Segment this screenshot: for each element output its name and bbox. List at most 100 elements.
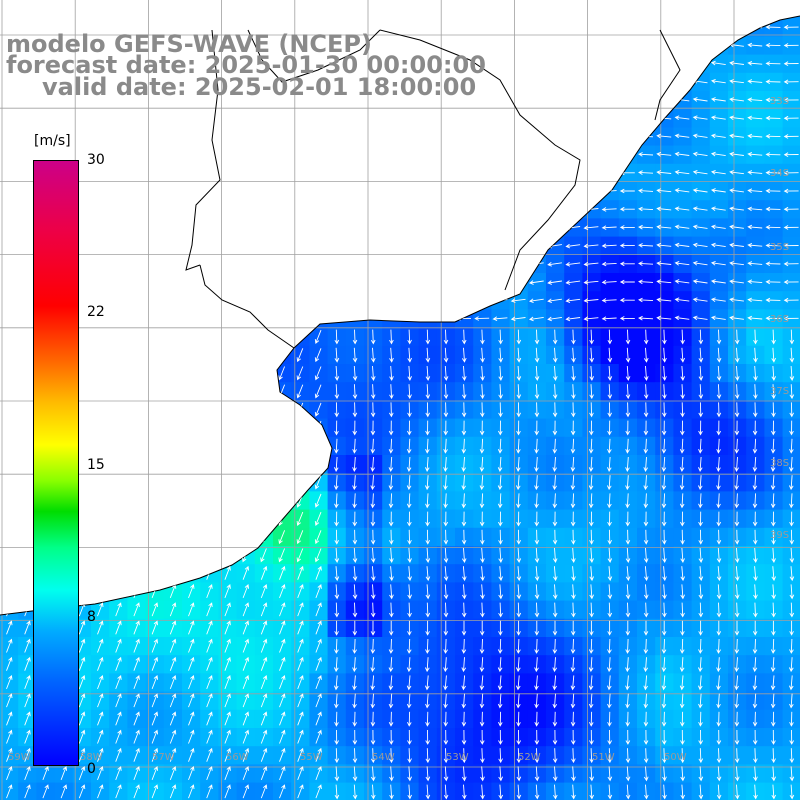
wind-arrow <box>698 584 704 600</box>
wind-arrow <box>55 115 71 120</box>
wind-arrow <box>333 657 339 673</box>
wind-arrow <box>783 206 799 212</box>
wind-arrow <box>638 152 654 157</box>
wind-arrow <box>552 693 558 709</box>
wind-arrow <box>370 675 375 691</box>
wind-arrow <box>188 747 195 762</box>
speed-cell <box>236 618 256 638</box>
wind-arrow <box>552 711 558 727</box>
wind-arrow <box>619 316 635 321</box>
speed-cell <box>309 382 329 401</box>
speed-cell <box>0 709 19 729</box>
wind-arrow <box>169 420 176 435</box>
speed-cell <box>109 109 128 128</box>
wind-arrow <box>619 134 635 139</box>
colorbar-units: [m/s] <box>34 133 71 149</box>
speed-cell <box>109 691 128 711</box>
wind-arrow <box>310 243 326 248</box>
wind-arrow <box>747 42 763 48</box>
wind-arrow <box>674 78 690 84</box>
wind-arrow <box>474 170 490 176</box>
wind-arrow <box>680 365 686 381</box>
wind-arrow <box>389 365 394 381</box>
wind-arrow <box>698 566 704 582</box>
wind-arrow <box>643 438 649 454</box>
speed-cell <box>127 455 147 474</box>
wind-arrow <box>78 329 85 344</box>
speed-cell <box>36 764 56 784</box>
wind-arrow <box>461 529 467 545</box>
wind-arrow <box>643 347 649 363</box>
wind-arrow <box>219 280 235 285</box>
wind-arrow <box>674 315 690 321</box>
speed-cell <box>273 546 292 565</box>
wind-arrow <box>516 566 522 582</box>
wind-arrow <box>621 7 635 11</box>
wind-arrow <box>292 152 308 158</box>
wind-arrow <box>606 475 612 491</box>
wind-arrow <box>528 98 544 103</box>
wind-arrow <box>734 766 740 782</box>
wind-arrow <box>474 79 490 85</box>
wind-arrow <box>183 152 199 158</box>
wind-arrow <box>183 280 199 285</box>
wind-arrow <box>534 748 540 764</box>
speed-cell <box>509 18 529 37</box>
speed-cell <box>564 16 583 19</box>
speed-cell <box>455 163 474 183</box>
speed-cell <box>200 618 219 638</box>
wind-arrow <box>279 602 286 617</box>
wind-arrow <box>60 766 68 781</box>
speed-cell <box>0 382 19 401</box>
wind-arrow <box>480 384 485 400</box>
speed-cell <box>254 218 274 238</box>
speed-cell <box>254 163 274 183</box>
speed-cell <box>127 600 147 620</box>
speed-cell <box>236 637 256 656</box>
wind-arrow <box>219 225 235 231</box>
speed-cell <box>182 728 201 747</box>
wind-arrow <box>497 475 503 491</box>
wind-arrow <box>619 243 635 248</box>
speed-cell <box>564 109 583 128</box>
wind-arrow <box>643 675 648 691</box>
wind-arrow <box>547 171 562 176</box>
wind-arrow <box>296 548 304 563</box>
wind-arrow <box>23 420 31 435</box>
wind-arrow <box>224 620 231 635</box>
wind-arrow <box>352 402 358 418</box>
wind-arrow <box>419 188 435 193</box>
wind-arrow <box>419 261 435 266</box>
wind-arrow <box>223 420 231 435</box>
wind-arrow <box>547 116 562 122</box>
wind-arrow <box>260 348 267 363</box>
wind-arrow <box>164 279 180 285</box>
wind-arrow <box>92 133 107 139</box>
wind-arrow <box>146 152 162 157</box>
wind-arrow <box>334 420 339 436</box>
wind-arrow <box>443 620 449 636</box>
wind-arrow <box>565 316 581 322</box>
wind-arrow <box>479 638 485 654</box>
speed-cell <box>309 728 329 747</box>
wind-arrow <box>274 298 290 303</box>
wind-arrow <box>456 42 472 48</box>
wind-arrow <box>407 784 413 800</box>
wind-arrow <box>424 657 430 673</box>
speed-cell <box>527 36 547 56</box>
speed-cell <box>291 455 310 474</box>
wind-arrow <box>771 729 776 745</box>
wind-arrow <box>383 260 399 266</box>
wind-arrow <box>570 620 576 636</box>
wind-arrow <box>571 584 576 600</box>
wind-arrow <box>692 97 708 102</box>
wind-arrow <box>151 638 159 653</box>
wind-arrow <box>461 602 467 618</box>
speed-cell <box>0 546 19 565</box>
wind-arrow <box>96 493 104 508</box>
wind-arrow <box>205 348 213 363</box>
wind-arrow <box>589 784 595 800</box>
speed-cell <box>491 18 511 37</box>
speed-cell <box>600 72 620 92</box>
wind-arrow <box>242 565 250 580</box>
